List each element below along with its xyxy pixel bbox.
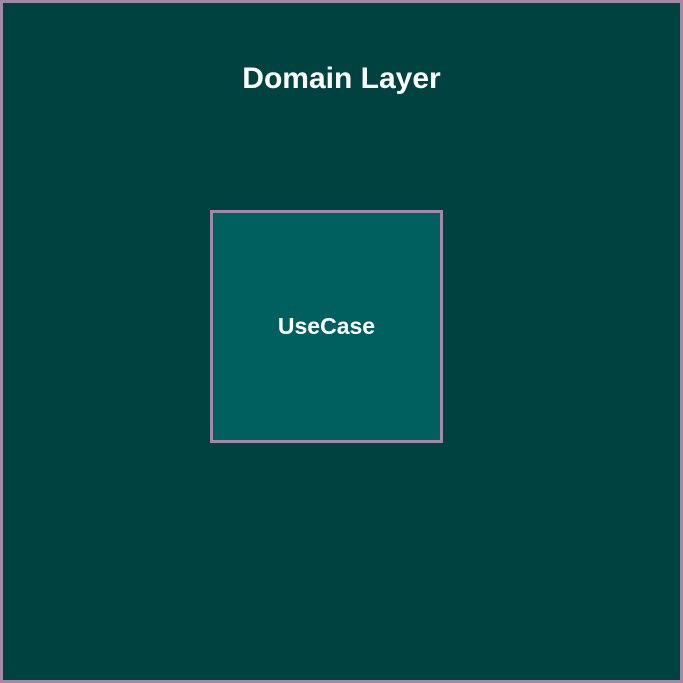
layer-title: Domain Layer [242, 62, 441, 95]
usecase-node-label: UseCase [277, 313, 376, 339]
usecase-node[interactable]: UseCase [210, 210, 443, 443]
